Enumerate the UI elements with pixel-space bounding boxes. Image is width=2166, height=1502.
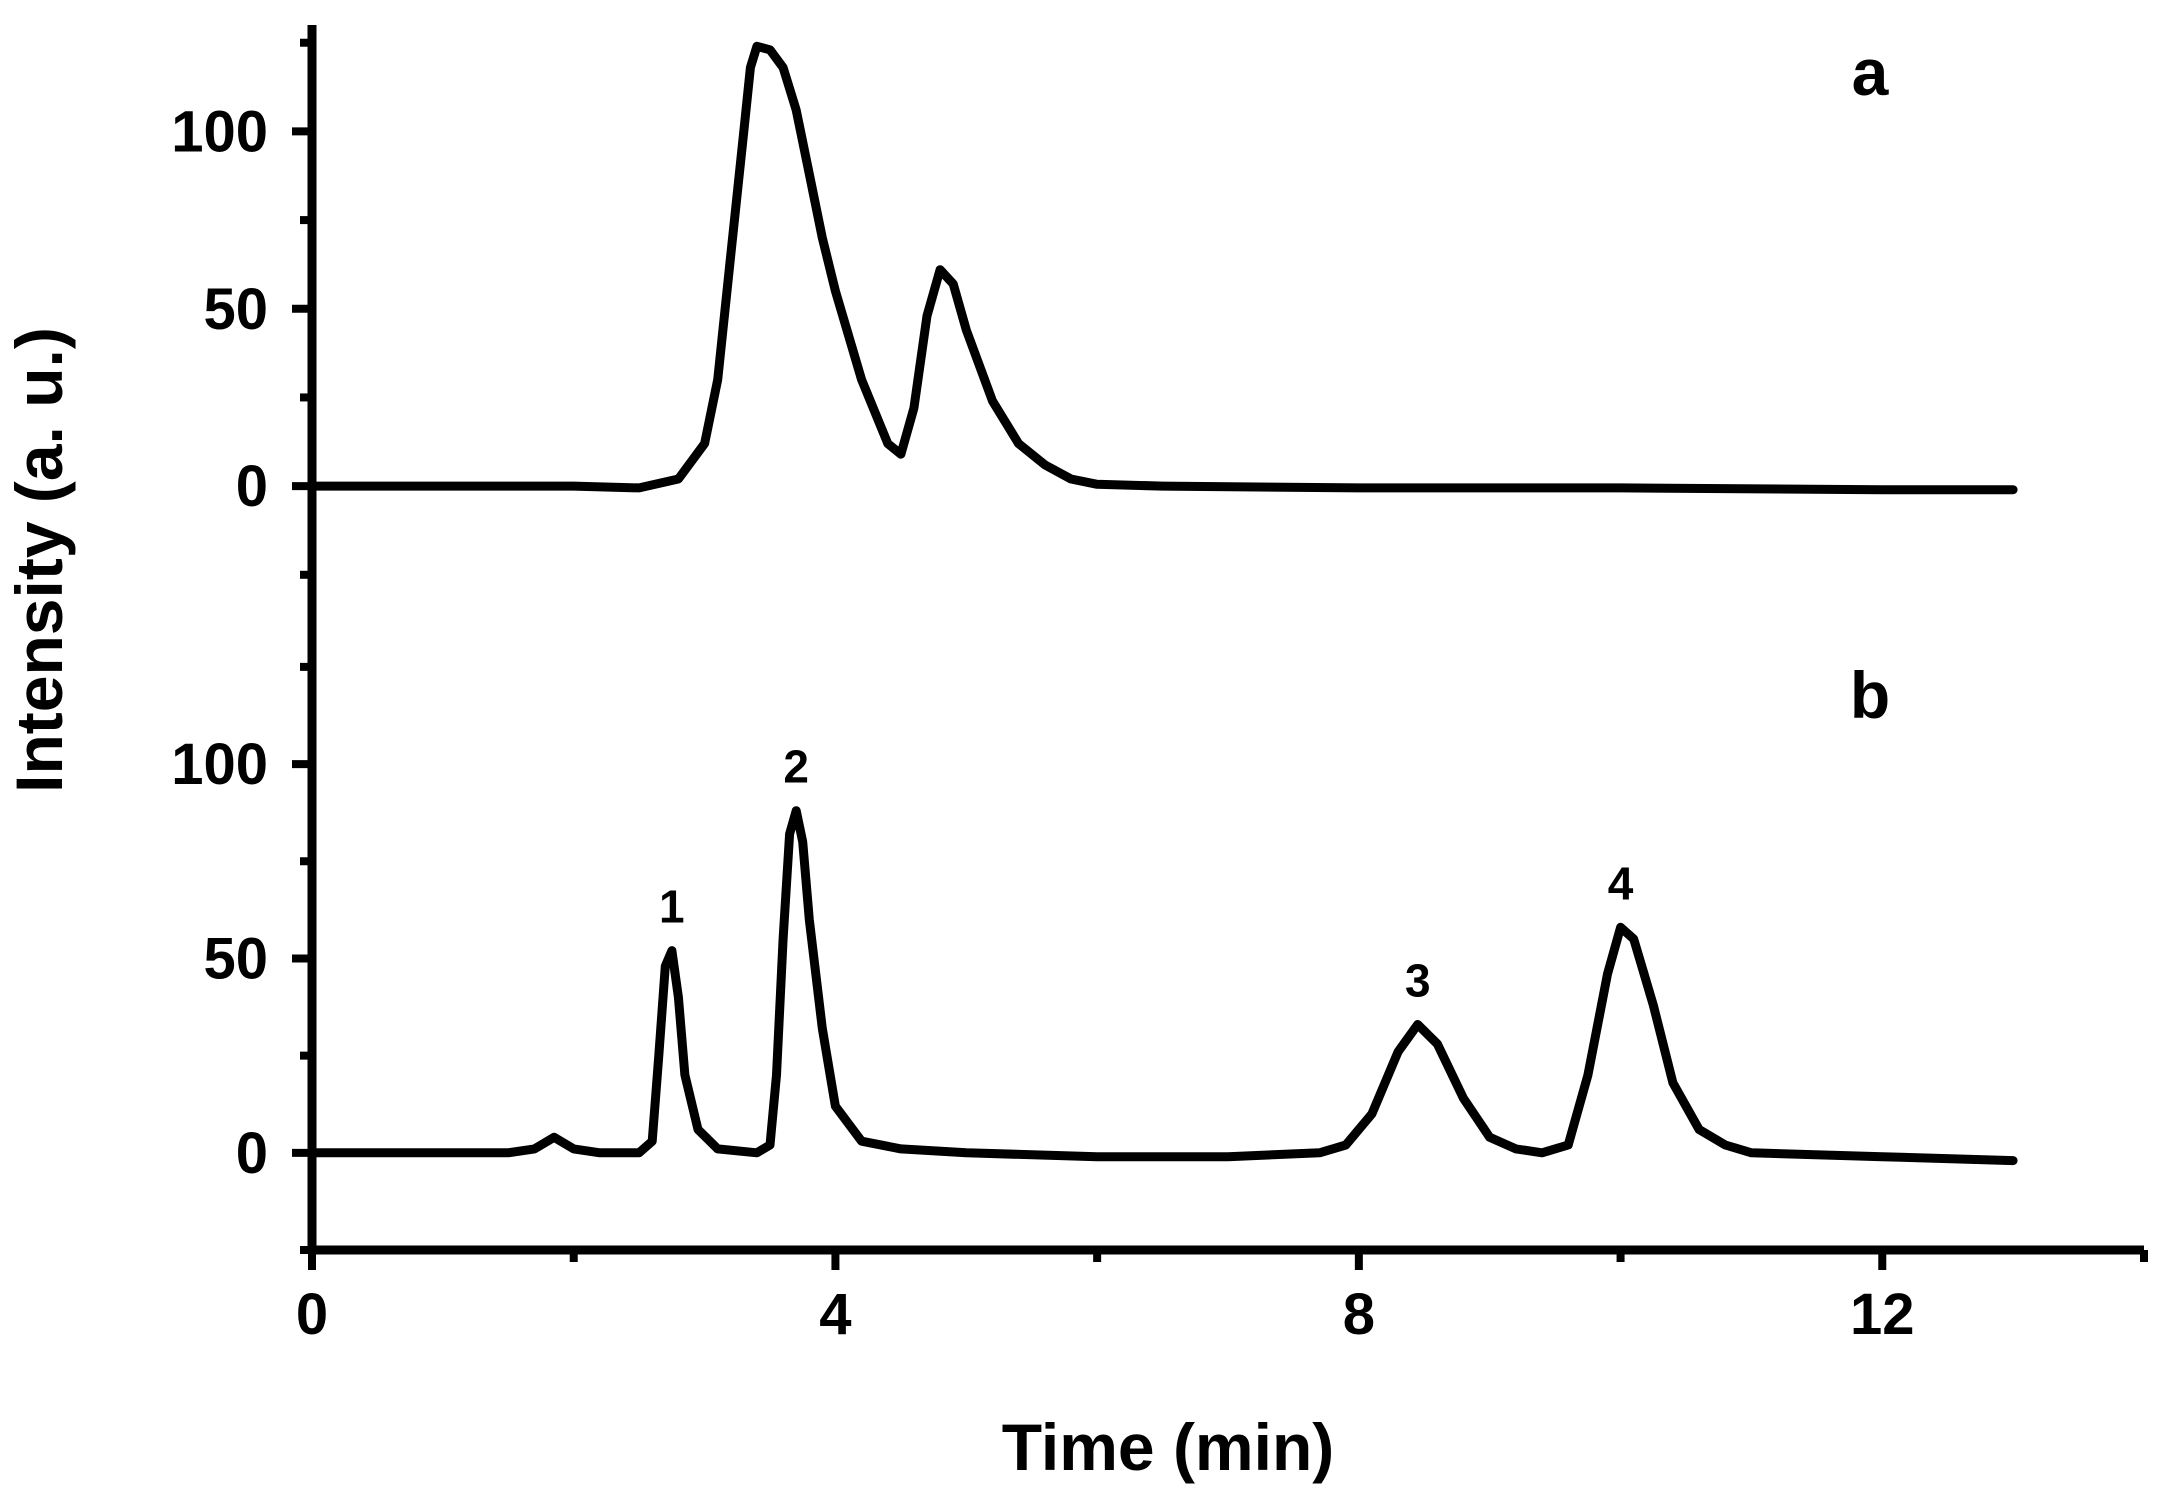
ticks <box>292 38 2148 1270</box>
y-axis-title: Intensity (a. u.) <box>2 327 76 793</box>
traces <box>307 41 2018 1166</box>
y-tick-label: 0 <box>236 454 268 519</box>
x-tick-label: 0 <box>296 1282 328 1347</box>
x-tick-label: 4 <box>819 1282 851 1347</box>
panel-label-a: a <box>1852 35 1890 109</box>
peak-label: 2 <box>783 741 809 793</box>
x-tick-label: 12 <box>1850 1282 1915 1347</box>
series-line-b <box>307 806 2018 1166</box>
x-tick-label: 8 <box>1343 1282 1375 1347</box>
x-axis-title: Time (min) <box>1002 1410 1334 1484</box>
peak-label: 3 <box>1405 955 1431 1007</box>
peak-label: 4 <box>1608 857 1634 909</box>
peak-label: 1 <box>659 881 685 933</box>
y-tick-label: 0 <box>236 1121 268 1186</box>
series-line-a <box>307 41 2018 495</box>
y-tick-label: 100 <box>171 732 268 797</box>
y-tick-label: 100 <box>171 99 268 164</box>
y-tick-label: 50 <box>203 277 268 342</box>
y-tick-label: 50 <box>203 926 268 991</box>
axes <box>307 25 2144 1255</box>
panel-label-b: b <box>1850 658 1890 732</box>
